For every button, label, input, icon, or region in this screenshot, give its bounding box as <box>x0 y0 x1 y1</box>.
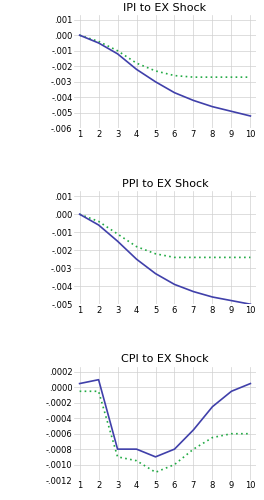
Title: CPI to EX Shock: CPI to EX Shock <box>121 354 209 364</box>
Title: PPI to EX Shock: PPI to EX Shock <box>122 178 208 188</box>
Title: IPI to EX Shock: IPI to EX Shock <box>124 3 206 13</box>
